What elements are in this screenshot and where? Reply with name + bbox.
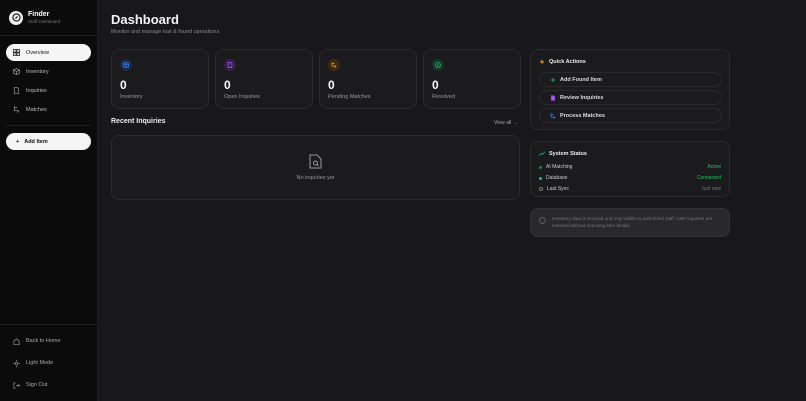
stat-label: Open Inquiries bbox=[224, 94, 260, 100]
sign-out-button[interactable]: Sign Out bbox=[6, 375, 91, 395]
stat-card-open-inquiries: 0 Open Inquiries bbox=[215, 49, 313, 109]
stat-card-inventory: 0 Inventory bbox=[111, 49, 209, 109]
brand-name: Finder bbox=[28, 11, 50, 18]
stat-value: 0 bbox=[120, 78, 127, 92]
add-item-button[interactable]: + Add Item bbox=[6, 133, 91, 150]
clock-icon bbox=[539, 187, 543, 191]
back-to-home-button[interactable]: Back to Home bbox=[6, 331, 91, 351]
stat-value: 0 bbox=[432, 78, 439, 92]
grid-icon bbox=[13, 49, 20, 56]
stat-value: 0 bbox=[224, 78, 231, 92]
compass-logo-icon bbox=[9, 10, 23, 25]
add-item-label: Add Item bbox=[24, 138, 48, 145]
sidebar-item-matches[interactable]: Matches bbox=[6, 101, 91, 118]
recent-inquiries-title: Recent Inquiries bbox=[111, 118, 166, 125]
status-value: Just now bbox=[701, 186, 721, 192]
sidebar: Finder Staff Dashboard Overview Inventory… bbox=[0, 0, 98, 401]
stat-card-pending-matches: 0 Pending Matches bbox=[319, 49, 417, 109]
sidebar-item-overview[interactable]: Overview bbox=[6, 44, 91, 61]
stat-label: Pending Matches bbox=[328, 94, 371, 100]
add-found-item-button[interactable]: Add Found Item bbox=[539, 72, 722, 87]
stat-value: 0 bbox=[328, 78, 335, 92]
status-label: Database bbox=[546, 175, 568, 181]
zap-icon bbox=[539, 59, 545, 65]
status-dot bbox=[539, 176, 542, 180]
status-row-last-sync: Last Sync Just now bbox=[539, 186, 721, 192]
status-row-ai-matching: AI Matching Active bbox=[539, 164, 721, 170]
quick-actions-panel: Quick Actions Add Found Item Review Inqu… bbox=[530, 49, 730, 130]
stat-card-resolved: 0 Resolved bbox=[423, 49, 521, 109]
action-label: Add Found Item bbox=[560, 76, 602, 83]
sign-out-label: Sign Out bbox=[26, 382, 48, 388]
brand-subtitle: Staff Dashboard bbox=[28, 19, 61, 24]
system-status-panel: System Status AI Matching Active Database… bbox=[530, 141, 730, 197]
swap-icon bbox=[550, 112, 556, 119]
swap-icon bbox=[13, 106, 20, 113]
brand: Finder Staff Dashboard bbox=[0, 0, 97, 36]
sign-out-icon bbox=[13, 382, 20, 388]
back-to-home-label: Back to Home bbox=[26, 338, 61, 344]
check-circle-icon bbox=[432, 59, 444, 71]
file-icon bbox=[13, 87, 20, 94]
quick-actions-title: Quick Actions bbox=[549, 59, 586, 65]
security-note: Inventory data is secured and only visib… bbox=[530, 208, 730, 237]
file-icon bbox=[551, 94, 555, 101]
divider bbox=[6, 125, 91, 126]
sidebar-item-label: Overview bbox=[26, 49, 49, 56]
sidebar-item-label: Matches bbox=[26, 106, 47, 113]
sidebar-item-label: Inventory bbox=[26, 68, 49, 75]
sidebar-item-inquiries[interactable]: Inquiries bbox=[6, 82, 91, 99]
status-value: Active bbox=[707, 164, 721, 170]
review-inquiries-button[interactable]: Review Inquiries bbox=[539, 90, 722, 105]
process-matches-button[interactable]: Process Matches bbox=[539, 108, 722, 123]
view-all-link[interactable]: View all → bbox=[494, 120, 518, 126]
recent-inquiries-panel: No inquiries yet bbox=[111, 135, 520, 200]
sidebar-item-label: Inquiries bbox=[26, 87, 47, 94]
file-search-icon bbox=[309, 154, 322, 169]
trending-up-icon bbox=[539, 151, 545, 156]
light-mode-label: Light Mode bbox=[26, 360, 54, 366]
stat-label: Inventory bbox=[120, 94, 143, 100]
box-icon bbox=[13, 68, 20, 75]
shield-icon bbox=[539, 217, 546, 224]
swap-icon bbox=[328, 59, 340, 71]
home-icon bbox=[13, 337, 20, 345]
action-label: Process Matches bbox=[560, 112, 605, 119]
file-icon bbox=[224, 59, 236, 71]
plus-icon: + bbox=[16, 138, 20, 145]
sidebar-item-inventory[interactable]: Inventory bbox=[6, 63, 91, 80]
status-row-database: Database Connected bbox=[539, 175, 721, 181]
status-label: Last Sync bbox=[547, 186, 569, 192]
status-dot bbox=[539, 165, 542, 169]
sun-icon bbox=[13, 359, 20, 367]
status-value: Connected bbox=[696, 175, 721, 181]
stat-label: Resolved bbox=[432, 94, 455, 100]
plus-icon bbox=[550, 77, 556, 82]
page-subtitle: Monitor and manage lost & found operatio… bbox=[111, 29, 220, 35]
empty-state-text: No inquiries yet bbox=[296, 175, 335, 181]
security-note-text: Inventory data is secured and only visib… bbox=[552, 216, 713, 229]
system-status-title: System Status bbox=[549, 151, 587, 157]
box-icon bbox=[120, 59, 132, 71]
page-title: Dashboard bbox=[111, 12, 179, 27]
status-label: AI Matching bbox=[546, 164, 573, 170]
action-label: Review Inquiries bbox=[560, 94, 604, 101]
light-mode-button[interactable]: Light Mode bbox=[6, 353, 91, 373]
